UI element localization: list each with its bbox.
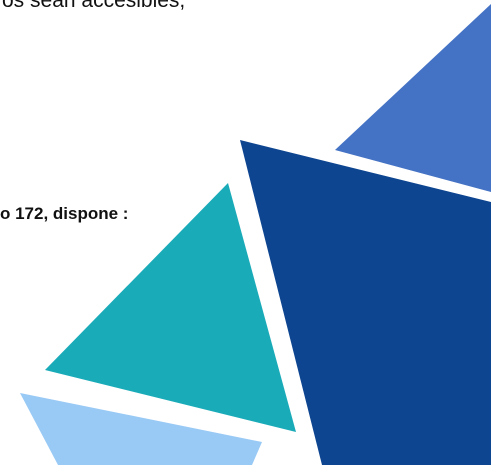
text-line: os sean accesibles, <box>2 0 186 12</box>
triangle-teal <box>45 183 296 432</box>
shape-navy <box>240 140 491 465</box>
triangle-blue <box>335 4 491 192</box>
text-line-bold: o 172, dispone : <box>0 204 129 223</box>
shape-lightblue <box>20 393 262 465</box>
